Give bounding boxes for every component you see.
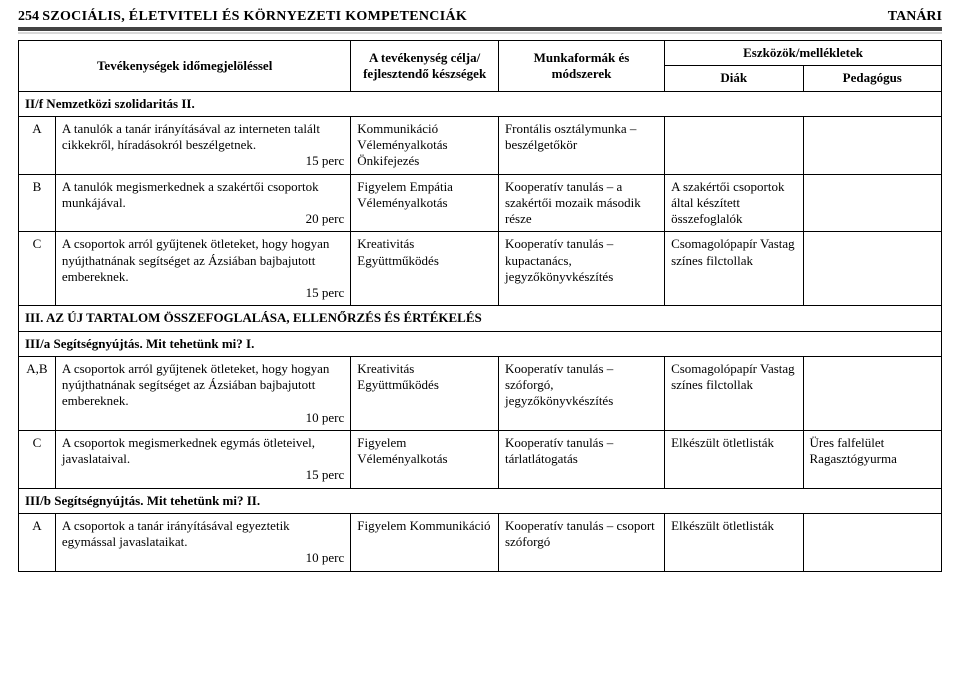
th-goal: A tevékenység célja/ fejlesztendő készsé… — [351, 41, 499, 92]
activity-timing: 15 perc — [62, 467, 344, 483]
row-goal: Figyelem Kommunikáció — [351, 513, 499, 571]
th-tools-group: Eszközök/mellékletek — [665, 41, 942, 66]
row-form: Kooperatív tanulás – kupactanács, jegyző… — [498, 232, 664, 306]
row-letter: B — [19, 174, 56, 232]
row-tool-student: Csomagolópapír Vastag színes filctollak — [665, 232, 803, 306]
section-title: III/b Segítségnyújtás. Mit tehetünk mi? … — [19, 488, 942, 513]
activity-text: A csoportok a tanár irányításával egyezt… — [62, 518, 290, 549]
row-goal: Figyelem Véleményalkotás — [351, 430, 499, 488]
rule-light — [18, 32, 942, 34]
doc-title: SZOCIÁLIS, ÉLETVITELI ÉS KÖRNYEZETI KOMP… — [42, 9, 467, 24]
rule-dark — [18, 27, 942, 31]
row-tool-student: Elkészült ötletlisták — [665, 430, 803, 488]
table-row: A A tanulók a tanár irányításával az int… — [19, 116, 942, 174]
section-title: III/a Segítségnyújtás. Mit tehetünk mi? … — [19, 331, 942, 356]
row-goal: Figyelem Empátia Véleményalkotás — [351, 174, 499, 232]
row-letter: C — [19, 430, 56, 488]
activity-text: A csoportok arról gyűjtenek ötleteket, h… — [62, 236, 330, 284]
activity-timing: 10 perc — [62, 550, 344, 566]
th-tool-teacher: Pedagógus — [803, 66, 941, 91]
th-activity: Tevékenységek időmegjelöléssel — [19, 41, 351, 92]
row-goal: Kreativitás Együttműködés — [351, 356, 499, 430]
header-rule — [0, 27, 960, 40]
row-form: Kooperatív tanulás – a szakértői mozaik … — [498, 174, 664, 232]
table-row: C A csoportok arról gyűjtenek ötleteket,… — [19, 232, 942, 306]
table-row: B A tanulók megismerkednek a szakértői c… — [19, 174, 942, 232]
header-left: 254 SZOCIÁLIS, ÉLETVITELI ÉS KÖRNYEZETI … — [18, 8, 467, 25]
row-form: Frontális osztálymunka – beszélgetőkör — [498, 116, 664, 174]
row-tool-teacher — [803, 232, 941, 306]
row-tool-student — [665, 116, 803, 174]
th-tool-student: Diák — [665, 66, 803, 91]
section-title: II/f Nemzetközi szolidaritás II. — [19, 91, 942, 116]
activity-timing: 20 perc — [62, 211, 344, 227]
row-tool-teacher — [803, 174, 941, 232]
activity-text: A csoportok arról gyűjtenek ötleteket, h… — [62, 361, 330, 409]
row-form: Kooperatív tanulás – csoport szóforgó — [498, 513, 664, 571]
section-row: III/a Segítségnyújtás. Mit tehetünk mi? … — [19, 331, 942, 356]
row-activity: A tanulók a tanár irányításával az inter… — [55, 116, 350, 174]
lesson-table: Tevékenységek időmegjelöléssel A tevéken… — [18, 40, 942, 572]
lesson-table-wrap: Tevékenységek időmegjelöléssel A tevéken… — [0, 40, 960, 572]
row-tool-teacher — [803, 356, 941, 430]
th-form: Munkaformák és módszerek — [498, 41, 664, 92]
row-letter: A — [19, 513, 56, 571]
table-row: C A csoportok megismerkednek egymás ötle… — [19, 430, 942, 488]
section-row: II/f Nemzetközi szolidaritás II. — [19, 91, 942, 116]
activity-timing: 15 perc — [62, 153, 344, 169]
row-form: Kooperatív tanulás – szóforgó, jegyzőkön… — [498, 356, 664, 430]
activity-text: A tanulók a tanár irányításával az inter… — [62, 121, 320, 152]
activity-timing: 10 perc — [62, 410, 344, 426]
row-letter: C — [19, 232, 56, 306]
page-number: 254 — [18, 9, 39, 24]
activity-text: A csoportok megismerkednek egymás ötlete… — [62, 435, 315, 466]
section-row: III. AZ ÚJ TARTALOM ÖSSZEFOGLALÁSA, ELLE… — [19, 306, 942, 331]
table-head: Tevékenységek időmegjelöléssel A tevéken… — [19, 41, 942, 92]
row-letter: A,B — [19, 356, 56, 430]
row-letter: A — [19, 116, 56, 174]
table-row: A,B A csoportok arról gyűjtenek ötleteke… — [19, 356, 942, 430]
activity-text: A tanulók megismerkednek a szakértői cso… — [62, 179, 319, 210]
row-activity: A csoportok a tanár irányításával egyezt… — [55, 513, 350, 571]
row-activity: A tanulók megismerkednek a szakértői cso… — [55, 174, 350, 232]
row-tool-teacher: Üres falfelület Ragasztógyurma — [803, 430, 941, 488]
row-tool-teacher — [803, 513, 941, 571]
section-title: III. AZ ÚJ TARTALOM ÖSSZEFOGLALÁSA, ELLE… — [19, 306, 942, 331]
row-activity: A csoportok arról gyűjtenek ötleteket, h… — [55, 232, 350, 306]
row-goal: Kreativitás Együttműködés — [351, 232, 499, 306]
row-tool-student: Elkészült ötletlisták — [665, 513, 803, 571]
activity-timing: 15 perc — [62, 285, 344, 301]
page-header: 254 SZOCIÁLIS, ÉLETVITELI ÉS KÖRNYEZETI … — [0, 0, 960, 27]
section-row: III/b Segítségnyújtás. Mit tehetünk mi? … — [19, 488, 942, 513]
row-tool-student: Csomagolópapír Vastag színes filctollak — [665, 356, 803, 430]
row-activity: A csoportok megismerkednek egymás ötlete… — [55, 430, 350, 488]
row-goal: Kommunikáció Véleményalkotás Önkifejezés — [351, 116, 499, 174]
row-activity: A csoportok arról gyűjtenek ötleteket, h… — [55, 356, 350, 430]
row-tool-teacher — [803, 116, 941, 174]
role-label: TANÁRI — [888, 9, 942, 25]
table-row: A A csoportok a tanár irányításával egye… — [19, 513, 942, 571]
row-tool-student: A szakértői csoportok által készített ös… — [665, 174, 803, 232]
row-form: Kooperatív tanulás – tárlatlátogatás — [498, 430, 664, 488]
